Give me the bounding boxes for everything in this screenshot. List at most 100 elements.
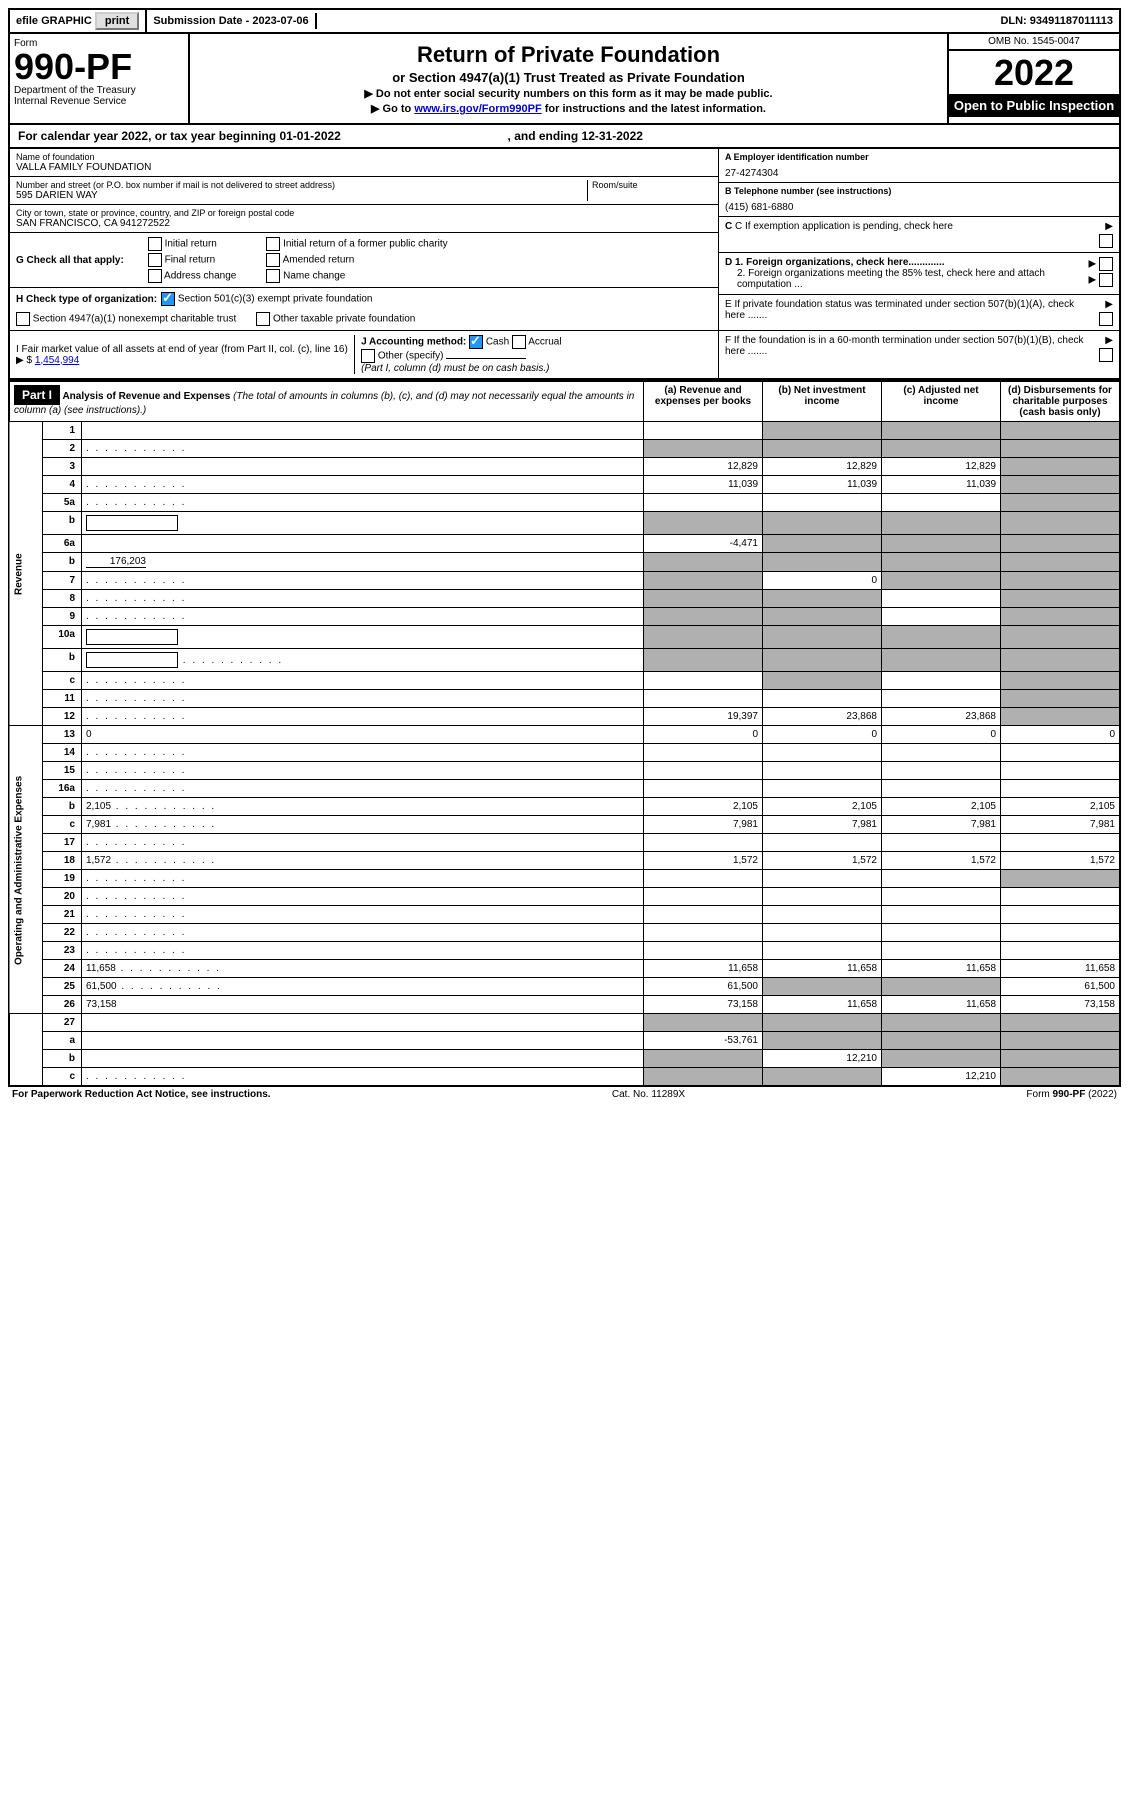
table-row: 1219,39723,86823,868 — [9, 708, 1120, 726]
line-number: b — [43, 649, 82, 672]
amount-cell — [644, 572, 763, 590]
line-number: 23 — [43, 942, 82, 960]
table-row: 17 — [9, 834, 1120, 852]
line-number: 3 — [43, 458, 82, 476]
j-accrual-checkbox[interactable] — [512, 335, 526, 349]
line-number: 26 — [43, 996, 82, 1014]
amount-cell: 12,829 — [763, 458, 882, 476]
amount-cell — [1001, 762, 1121, 780]
j-cash-checkbox[interactable] — [469, 335, 483, 349]
line-number: 15 — [43, 762, 82, 780]
form-number: 990-PF — [14, 49, 184, 85]
amount-cell: 19,397 — [644, 708, 763, 726]
amount-cell: 73,158 — [644, 996, 763, 1014]
amount-cell — [644, 888, 763, 906]
g-initial-former-checkbox[interactable] — [266, 237, 280, 251]
line-description — [82, 440, 644, 458]
amount-cell — [882, 494, 1001, 512]
table-row: 27 — [9, 1014, 1120, 1032]
print-button[interactable]: print — [95, 12, 139, 30]
e-checkbox[interactable] — [1099, 312, 1113, 326]
g-amended-checkbox[interactable] — [266, 253, 280, 267]
line-description — [82, 744, 644, 762]
omb: OMB No. 1545-0047 — [949, 34, 1119, 51]
g-name-checkbox[interactable] — [266, 269, 280, 283]
amount-cell — [644, 1068, 763, 1087]
h-4947-checkbox[interactable] — [16, 312, 30, 326]
amount-cell: 11,658 — [644, 960, 763, 978]
line-number: b — [43, 1050, 82, 1068]
col-c-header: (c) Adjusted net income — [882, 381, 1001, 422]
table-row: 5a — [9, 494, 1120, 512]
amount-cell — [763, 535, 882, 553]
amount-cell — [882, 572, 1001, 590]
line-number: 20 — [43, 888, 82, 906]
h-501c3-checkbox[interactable] — [161, 292, 175, 306]
amount-cell — [1001, 834, 1121, 852]
line-number: 25 — [43, 978, 82, 996]
line-description — [82, 762, 644, 780]
line-description: 7,981 — [82, 816, 644, 834]
table-row: Operating and Administrative Expenses130… — [9, 726, 1120, 744]
amount-cell: 12,829 — [882, 458, 1001, 476]
g-final-checkbox[interactable] — [148, 253, 162, 267]
j-other-checkbox[interactable] — [361, 349, 375, 363]
g-address-checkbox[interactable] — [148, 269, 162, 283]
table-row: Revenue1 — [9, 422, 1120, 440]
line-description: 73,158 — [82, 996, 644, 1014]
part1-table: Part I Analysis of Revenue and Expenses … — [8, 380, 1121, 1087]
h-row: H Check type of organization: Section 50… — [10, 288, 718, 331]
amount-cell: 11,658 — [763, 960, 882, 978]
top-bar: efile GRAPHIC print Submission Date - 20… — [8, 8, 1121, 34]
table-row: 14 — [9, 744, 1120, 762]
d2-checkbox[interactable] — [1099, 273, 1113, 287]
line-number: 21 — [43, 906, 82, 924]
amount-cell — [882, 690, 1001, 708]
h-other-checkbox[interactable] — [256, 312, 270, 326]
c-checkbox[interactable] — [1099, 234, 1113, 248]
amount-cell — [1001, 512, 1121, 535]
table-row: b12,210 — [9, 1050, 1120, 1068]
amount-cell — [763, 780, 882, 798]
table-row: 8 — [9, 590, 1120, 608]
amount-cell — [882, 590, 1001, 608]
amount-cell — [882, 422, 1001, 440]
amount-cell: 2,105 — [763, 798, 882, 816]
irs-link[interactable]: www.irs.gov/Form990PF — [414, 103, 541, 115]
d1-checkboxínteractable[interactable] — [1099, 257, 1113, 271]
line-description: 2,105 — [82, 798, 644, 816]
f-checkbox[interactable] — [1099, 348, 1113, 362]
i-j-row: I Fair market value of all assets at end… — [10, 331, 718, 378]
amount-cell — [1001, 924, 1121, 942]
line-description — [82, 608, 644, 626]
amount-cell — [882, 1032, 1001, 1050]
section-label: Revenue — [9, 422, 43, 726]
table-row: 21 — [9, 906, 1120, 924]
amount-cell: 2,105 — [882, 798, 1001, 816]
g-initial-checkbox[interactable] — [148, 237, 162, 251]
fmv-link[interactable]: 1,454,994 — [35, 355, 80, 366]
footer-right: Form 990-PF (2022) — [1026, 1089, 1117, 1100]
amount-cell: 0 — [644, 726, 763, 744]
table-row: a-53,761 — [9, 1032, 1120, 1050]
submission-date: Submission Date - 2023-07-06 — [147, 13, 316, 29]
amount-cell — [1001, 590, 1121, 608]
table-row: 20 — [9, 888, 1120, 906]
table-row: 15 — [9, 762, 1120, 780]
table-row: 2411,65811,65811,65811,65811,658 — [9, 960, 1120, 978]
amount-cell — [763, 590, 882, 608]
line-number: 4 — [43, 476, 82, 494]
amount-cell — [644, 780, 763, 798]
line-number: 2 — [43, 440, 82, 458]
amount-cell — [1001, 608, 1121, 626]
table-row: c12,210 — [9, 1068, 1120, 1087]
amount-cell — [763, 888, 882, 906]
amount-cell — [882, 870, 1001, 888]
e-check: E If private foundation status was termi… — [719, 295, 1119, 331]
amount-cell — [763, 440, 882, 458]
amount-cell — [644, 494, 763, 512]
amount-cell — [1001, 1068, 1121, 1087]
page-footer: For Paperwork Reduction Act Notice, see … — [8, 1087, 1121, 1102]
table-row: 2561,50061,50061,500 — [9, 978, 1120, 996]
form-header: Form 990-PF Department of the Treasury I… — [8, 34, 1121, 125]
